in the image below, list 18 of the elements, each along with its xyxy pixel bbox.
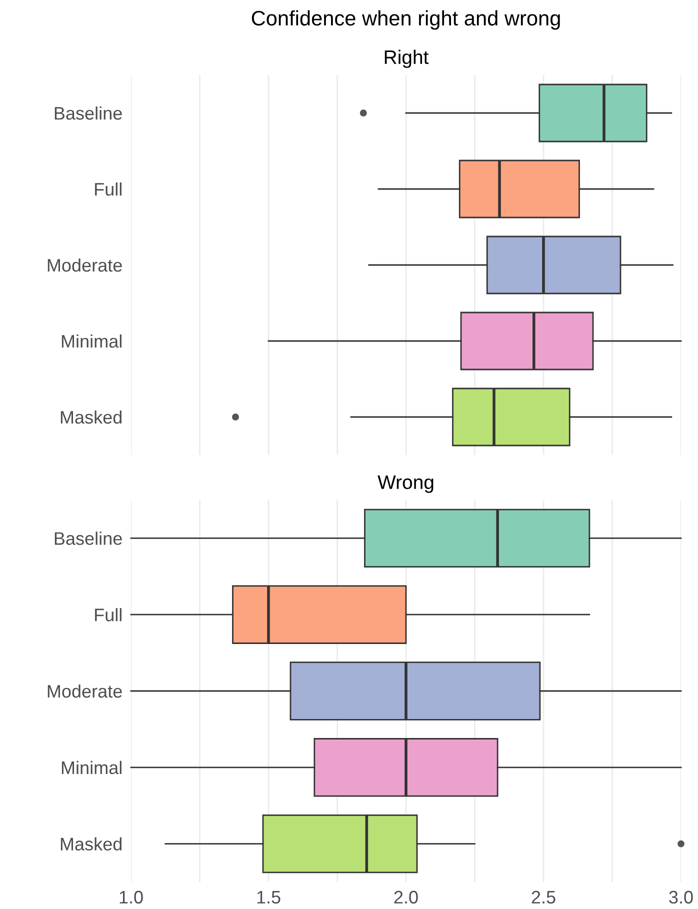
y-tick-label: Full bbox=[95, 608, 122, 622]
y-tick-label: Minimal bbox=[62, 760, 122, 774]
x-tick-label: 2.0 bbox=[394, 890, 418, 904]
y-tick-label: Masked bbox=[60, 410, 122, 424]
y-tick-label: Moderate bbox=[48, 684, 122, 698]
y-tick-label: Masked bbox=[60, 837, 122, 851]
y-tick-label: Full bbox=[95, 182, 122, 196]
chart-subtitle: Right bbox=[384, 50, 429, 68]
x-tick-label: 3.0 bbox=[669, 890, 693, 904]
x-tick-label: 1.5 bbox=[257, 890, 280, 904]
chart-subtitle: Wrong bbox=[378, 476, 434, 493]
y-tick-label: Moderate bbox=[48, 258, 122, 272]
x-tick-label: 1.0 bbox=[120, 890, 143, 904]
y-tick-label: Baseline bbox=[54, 106, 122, 120]
chart-title: Confidence when right and wrong bbox=[252, 10, 560, 30]
y-tick-label: Baseline bbox=[54, 532, 122, 545]
y-tick-label: Minimal bbox=[62, 334, 122, 348]
x-tick-label: 2.5 bbox=[532, 890, 556, 904]
